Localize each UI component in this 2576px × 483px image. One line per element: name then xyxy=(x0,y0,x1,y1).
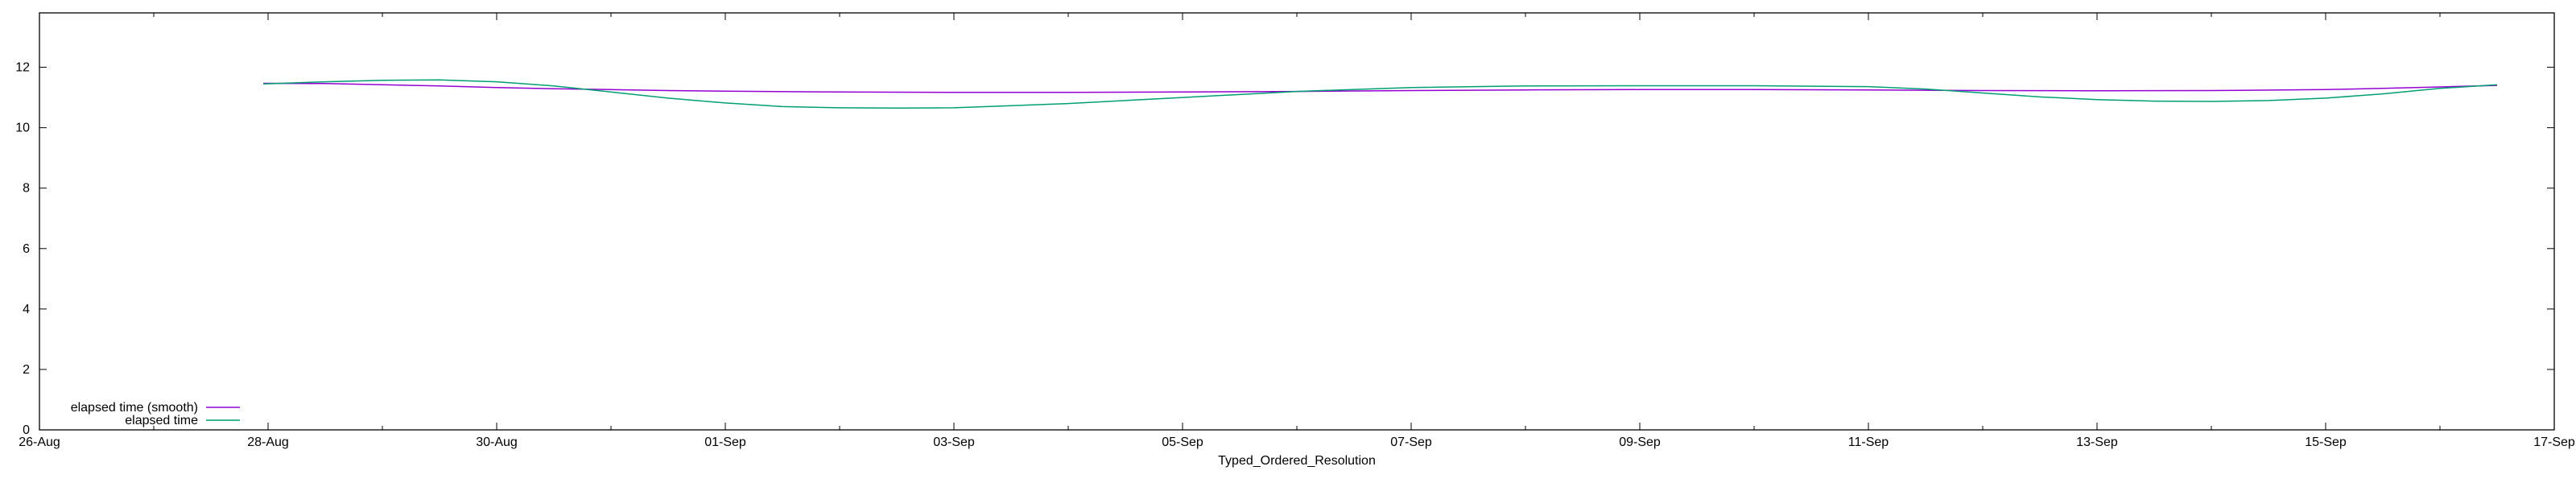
x-tick-label: 11-Sep xyxy=(1848,436,1889,449)
x-tick-label: 03-Sep xyxy=(933,436,975,449)
axis-ticks: 26-Aug 28-Aug 30-Aug 01-Sep 03-Sep 05-Sep 07-S… xyxy=(15,13,2575,449)
legend-label: elapsed time (smooth) xyxy=(71,401,198,415)
series-line xyxy=(263,82,2498,93)
series-line xyxy=(263,79,2498,109)
x-tick-label: 26-Aug xyxy=(19,436,60,449)
y-tick-label: 8 xyxy=(23,182,30,196)
y-tick-label: 4 xyxy=(23,303,30,316)
y-tick-label: 12 xyxy=(15,61,30,75)
x-tick-label: 30-Aug xyxy=(476,436,518,449)
x-tick-label: 13-Sep xyxy=(2076,436,2118,449)
x-tick-label: 01-Sep xyxy=(704,436,746,449)
x-tick-label: 28-Aug xyxy=(247,436,289,449)
x-tick-label: 17-Sep xyxy=(2533,436,2575,449)
x-tick-label: 15-Sep xyxy=(2305,436,2347,449)
legend: elapsed time (smooth)elapsed time xyxy=(71,401,240,427)
x-axis-title: Typed_Ordered_Resolution xyxy=(1218,454,1376,468)
plot-border xyxy=(39,12,2555,431)
y-tick-label: 0 xyxy=(23,423,30,437)
x-tick-label: 05-Sep xyxy=(1162,436,1203,449)
y-tick-label: 2 xyxy=(23,363,30,377)
y-tick-label: 10 xyxy=(15,122,30,135)
x-tick-label: 07-Sep xyxy=(1390,436,1432,449)
y-tick-label: 6 xyxy=(23,242,30,256)
legend-label: elapsed time xyxy=(125,414,198,427)
x-tick-label: 09-Sep xyxy=(1619,436,1661,449)
series-layer xyxy=(263,79,2498,109)
